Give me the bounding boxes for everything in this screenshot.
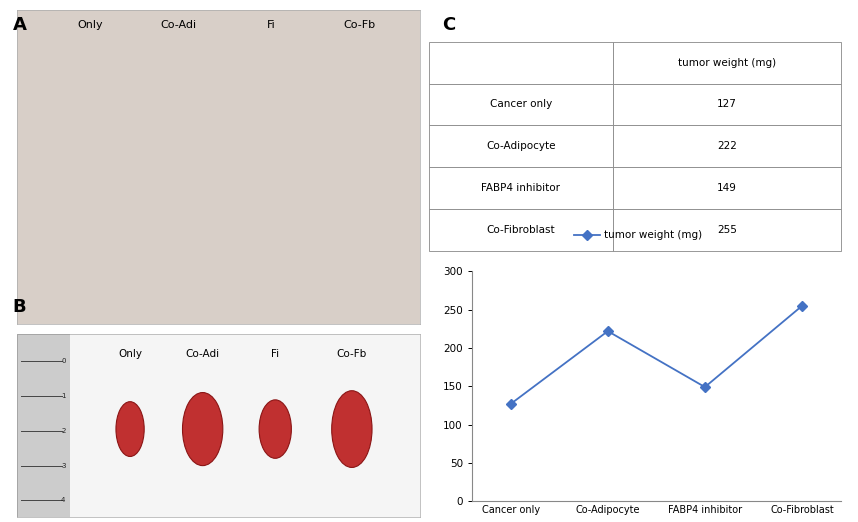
Text: 1: 1	[61, 393, 65, 399]
Legend: tumor weight (mg): tumor weight (mg)	[570, 226, 706, 244]
Text: Co-Adi: Co-Adi	[185, 349, 220, 359]
tumor weight (mg)	[602, 328, 613, 334]
Text: Only: Only	[77, 20, 103, 30]
Ellipse shape	[183, 393, 223, 466]
Text: Co-Adi: Co-Adi	[160, 20, 196, 30]
Text: 3: 3	[61, 462, 65, 469]
Text: C: C	[442, 16, 455, 33]
Text: 0: 0	[61, 359, 65, 364]
Text: Fi: Fi	[271, 349, 280, 359]
tumor weight (mg)	[505, 401, 516, 407]
Text: Co-Fb: Co-Fb	[336, 349, 367, 359]
Text: B: B	[13, 298, 27, 315]
Ellipse shape	[259, 400, 292, 458]
Text: Only: Only	[118, 349, 142, 359]
Text: A: A	[13, 16, 27, 33]
Text: Co-Fb: Co-Fb	[344, 20, 376, 30]
Text: Fi: Fi	[267, 20, 275, 30]
tumor weight (mg)	[797, 303, 807, 309]
Ellipse shape	[116, 402, 144, 456]
Bar	[17, 334, 69, 517]
Line: tumor weight (mg): tumor weight (mg)	[507, 302, 806, 407]
Text: 2: 2	[61, 428, 65, 434]
Ellipse shape	[332, 390, 372, 468]
Bar	[69, 334, 420, 517]
tumor weight (mg)	[700, 384, 710, 390]
Text: 4: 4	[61, 497, 65, 503]
